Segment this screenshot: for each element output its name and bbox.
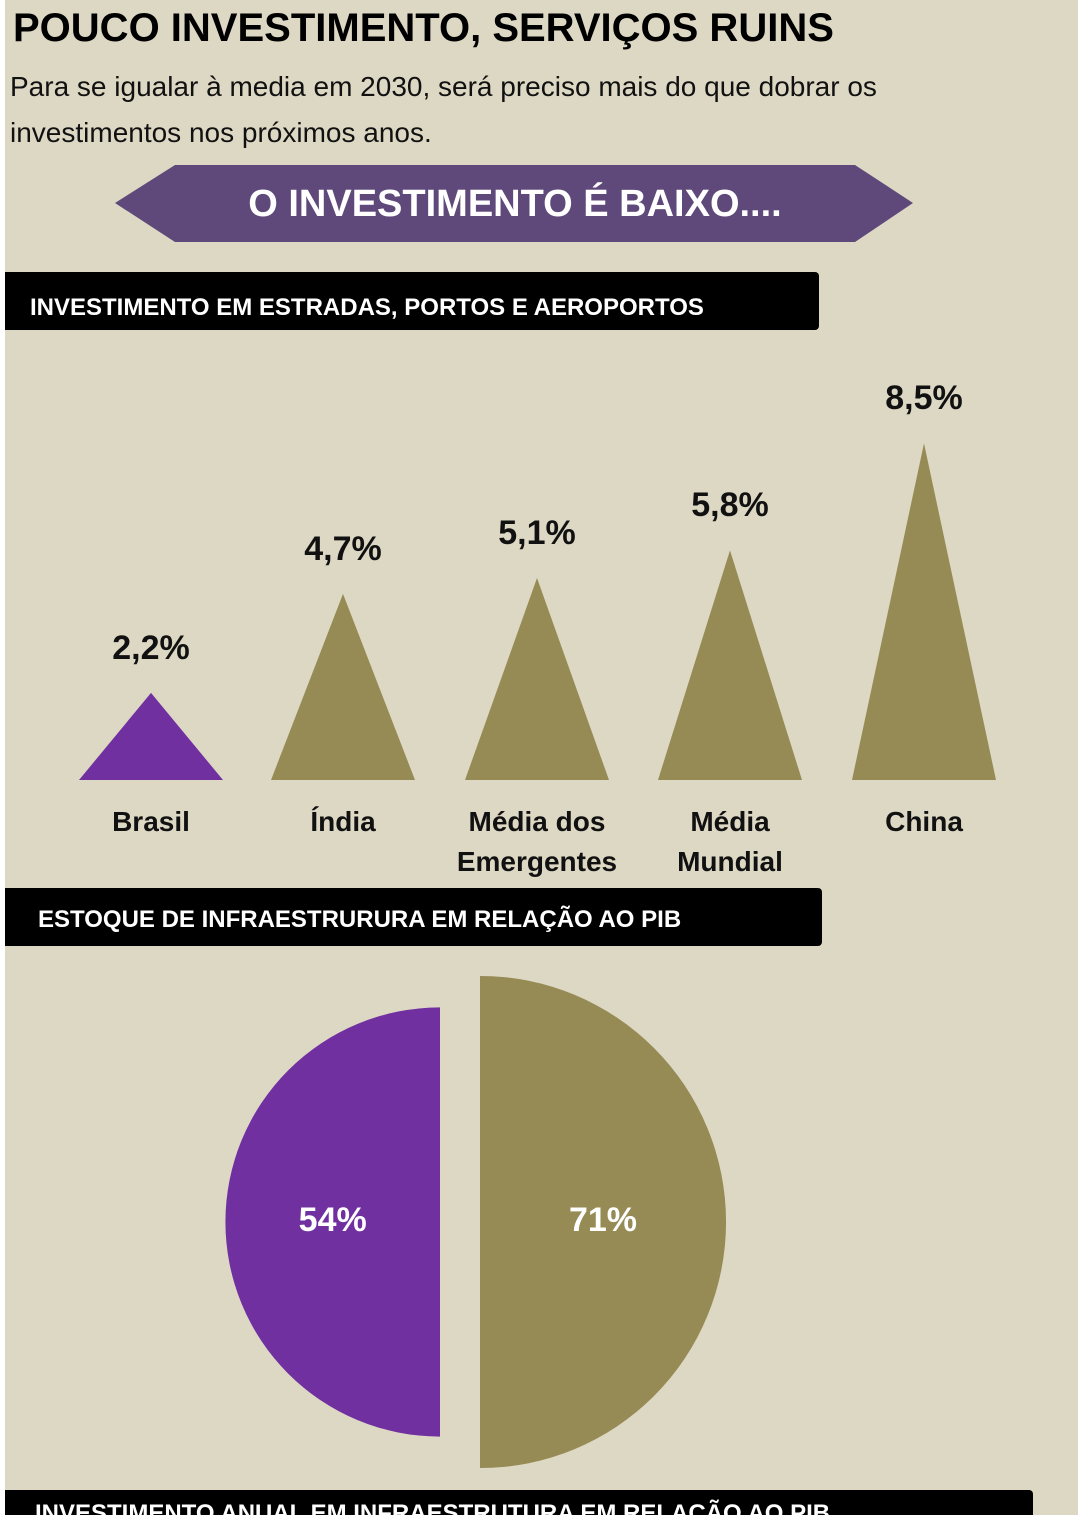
section-bar: INVESTIMENTO EM ESTRADAS, PORTOS E AEROP… bbox=[5, 272, 819, 330]
section-title: ESTOQUE DE INFRAESTRURURA EM RELAÇÃO AO … bbox=[38, 906, 682, 933]
triangle-bar bbox=[79, 692, 223, 780]
value-label: 8,5% bbox=[885, 379, 963, 418]
category-label: Média dos Emergentes bbox=[456, 806, 618, 877]
section-bar: ESTOQUE DE INFRAESTRURURA EM RELAÇÃO AO … bbox=[5, 888, 822, 946]
category-label: Índia bbox=[310, 806, 376, 837]
category-label: China bbox=[885, 806, 963, 837]
value-label: 5,8% bbox=[691, 486, 769, 525]
triangle-bar bbox=[271, 593, 415, 780]
value-label: 2,2% bbox=[112, 628, 190, 667]
half-pie bbox=[225, 1007, 440, 1437]
triangle-bar bbox=[658, 550, 802, 780]
value-label: 5,1% bbox=[498, 514, 576, 553]
value-label: 4,7% bbox=[304, 529, 382, 568]
section-title: INVESTIMENTO EM ESTRADAS, PORTOS E AEROP… bbox=[30, 294, 704, 321]
value-label: 54% bbox=[299, 1201, 367, 1239]
page-subtitle: Para se igualar à media em 2030, será pr… bbox=[10, 71, 877, 148]
banner-text: O INVESTIMENTO É BAIXO.... bbox=[248, 181, 781, 225]
category-label: Brasil bbox=[112, 806, 190, 837]
page-title: POUCO INVESTIMENTO, SERVIÇOS RUINS bbox=[13, 6, 834, 50]
category-label: Média Mundial bbox=[677, 806, 783, 877]
section-bar: INVESTIMENTO ANUAL EM INFRAESTRUTURA EM … bbox=[5, 1490, 1033, 1515]
banner-arrow bbox=[115, 165, 913, 242]
half-pie bbox=[480, 975, 727, 1469]
section-title: INVESTIMENTO ANUAL EM INFRAESTRUTURA EM … bbox=[35, 1500, 831, 1515]
value-label: 71% bbox=[569, 1201, 637, 1239]
triangle-bar bbox=[465, 578, 609, 780]
triangle-bar bbox=[852, 443, 996, 780]
